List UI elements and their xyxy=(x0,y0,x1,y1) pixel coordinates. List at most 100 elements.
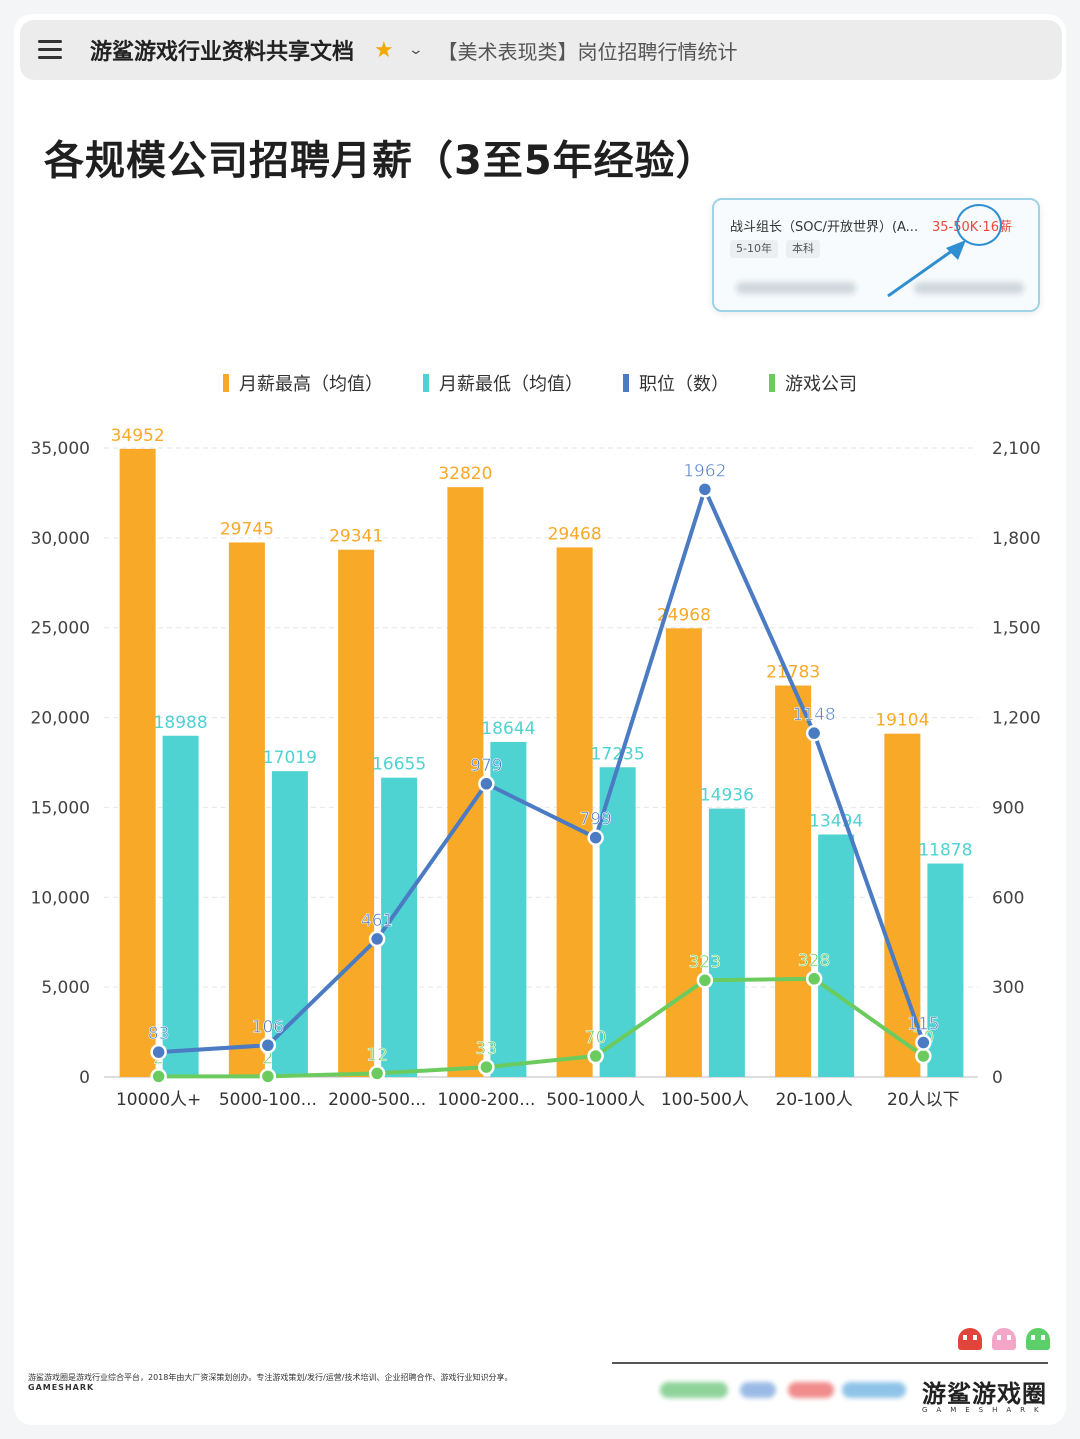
data-point xyxy=(368,1065,386,1082)
data-label-point: 979 xyxy=(470,756,502,776)
data-point xyxy=(368,930,386,948)
legend-item-salary-high[interactable]: 月薪最高（均值） xyxy=(223,370,383,396)
left-axis-tick-label: 30,000 xyxy=(31,529,90,549)
bar-salary-low xyxy=(599,767,636,1077)
bar-salary-high xyxy=(447,487,484,1077)
bar-salary-low xyxy=(162,735,199,1077)
legend-item-positions[interactable]: 职位（数） xyxy=(623,370,729,396)
left-axis-tick-label: 10,000 xyxy=(31,888,90,908)
legend-swatch xyxy=(769,374,775,392)
footer-divider xyxy=(612,1362,1048,1364)
data-point xyxy=(915,1047,932,1065)
bar-salary-low xyxy=(818,834,855,1077)
data-label-salary-high: 21783 xyxy=(766,663,820,683)
data-label-salary-low: 16655 xyxy=(372,755,426,775)
x-axis-tick-label: 1000-200... xyxy=(437,1090,535,1110)
data-point xyxy=(805,970,823,988)
data-label-point: 115 xyxy=(907,1015,939,1035)
data-label-point: 33 xyxy=(476,1039,498,1059)
data-label-point: 2 xyxy=(262,1048,273,1068)
data-label-point: 323 xyxy=(689,952,721,972)
data-point xyxy=(587,829,604,846)
left-axis-tick-label: 0 xyxy=(79,1068,90,1088)
x-axis-tick-label: 100-500人 xyxy=(661,1090,749,1110)
page-title: 各规模公司招聘月薪（3至5年经验） xyxy=(44,138,717,184)
legend-swatch xyxy=(423,374,429,392)
x-axis-tick-label: 2000-500... xyxy=(328,1090,426,1110)
left-axis-tick-label: 35,000 xyxy=(31,439,90,459)
left-axis-tick-label: 5,000 xyxy=(41,978,90,998)
legend-swatch xyxy=(623,374,629,392)
partner-logo-blur xyxy=(660,1382,728,1398)
footer-brand: GAMESHARK xyxy=(28,1383,95,1392)
data-label-salary-high: 29468 xyxy=(548,524,602,544)
menu-icon[interactable] xyxy=(38,40,62,60)
data-label-salary-high: 32820 xyxy=(438,464,492,484)
data-point xyxy=(696,481,714,498)
series-line xyxy=(158,976,925,1079)
right-axis-tick-label: 1,500 xyxy=(992,619,1041,639)
data-label-salary-low: 13494 xyxy=(809,811,863,831)
experience-tag: 5-10年 xyxy=(730,240,778,258)
x-axis-tick-label: 10000人+ xyxy=(116,1090,201,1110)
bar-salary-high xyxy=(119,448,156,1077)
green-ghost-icon xyxy=(1026,1328,1050,1350)
data-label-salary-high: 24968 xyxy=(657,605,711,625)
data-label-salary-low: 18644 xyxy=(481,719,535,739)
series-line xyxy=(158,487,926,1055)
data-point xyxy=(259,1037,277,1054)
job-posting-card: 战斗组长（SOC/开放世界）(A... 35-50K·16薪 5-10年 本科 xyxy=(712,198,1040,312)
highlight-circle xyxy=(956,204,1002,246)
data-label-point: 83 xyxy=(148,1024,170,1044)
right-axis-tick-label: 0 xyxy=(992,1068,1003,1088)
bar-salary-high xyxy=(665,628,702,1077)
blurred-location xyxy=(914,282,1024,294)
bar-salary-low xyxy=(490,741,527,1077)
education-tag: 本科 xyxy=(786,240,820,258)
data-point xyxy=(696,972,714,989)
blurred-company xyxy=(736,282,856,294)
data-point xyxy=(587,1047,604,1065)
chevron-down-icon[interactable]: ⌄ xyxy=(407,42,424,58)
data-label-salary-low: 18988 xyxy=(154,713,208,733)
data-point xyxy=(478,775,495,793)
data-point xyxy=(150,1043,167,1061)
x-axis-tick-label: 20-100人 xyxy=(776,1090,853,1110)
right-axis-tick-label: 900 xyxy=(992,798,1024,818)
data-label-salary-low: 11878 xyxy=(918,841,972,861)
breadcrumb[interactable]: 【美术表现类】岗位招聘行情统计 xyxy=(437,39,738,64)
partner-logo-blur xyxy=(788,1382,834,1398)
right-axis-tick-label: 1,800 xyxy=(992,529,1041,549)
document-title[interactable]: 游鲨游戏行业资料共享文档 xyxy=(90,40,355,65)
bar-salary-low xyxy=(927,863,964,1077)
data-label-salary-high: 34952 xyxy=(111,426,165,446)
data-label-salary-low: 17019 xyxy=(263,748,317,768)
data-point xyxy=(150,1068,167,1085)
right-axis-tick-label: 600 xyxy=(992,888,1024,908)
bar-salary-high xyxy=(338,549,375,1077)
data-label-point: 1962 xyxy=(683,461,726,481)
partner-logo-blur xyxy=(740,1382,776,1398)
left-axis-tick-label: 25,000 xyxy=(31,619,90,639)
top-bar: 游鲨游戏行业资料共享文档 ★ ⌄ 【美术表现类】岗位招聘行情统计 xyxy=(20,20,1062,80)
data-point xyxy=(478,1058,495,1076)
legend-item-companies[interactable]: 游戏公司 xyxy=(769,370,857,396)
legend-item-salary-low[interactable]: 月薪最低（均值） xyxy=(423,370,583,396)
partner-logo-blur xyxy=(842,1382,906,1398)
brand-logo-sub: GAMESHARK xyxy=(922,1406,1048,1414)
pink-ghost-icon xyxy=(992,1328,1016,1350)
legend-label: 月薪最高（均值） xyxy=(239,374,383,395)
salary-chart: 0 5,000 10,000 15,000 20,000 25,000 30,000 35,0… xyxy=(31,426,1041,1110)
bar-salary-high xyxy=(775,685,812,1077)
job-title: 战斗组长（SOC/开放世界）(A... xyxy=(730,220,919,235)
star-icon[interactable]: ★ xyxy=(374,37,394,63)
right-axis-tick-label: 300 xyxy=(992,978,1024,998)
data-label-point: 1148 xyxy=(792,705,835,725)
legend-label: 职位（数） xyxy=(639,374,729,395)
right-axis-tick-label: 2,100 xyxy=(992,439,1041,459)
data-label-salary-low: 17235 xyxy=(591,744,645,764)
x-axis-tick-label: 5000-100... xyxy=(219,1090,317,1110)
data-label-salary-high: 29341 xyxy=(329,527,383,547)
x-axis-tick-label: 500-1000人 xyxy=(546,1090,645,1110)
footer-description: 游鲨游戏圈是游戏行业综合平台，2018年由大厂资深策划创办。专注游戏策划/发行/… xyxy=(28,1373,513,1382)
